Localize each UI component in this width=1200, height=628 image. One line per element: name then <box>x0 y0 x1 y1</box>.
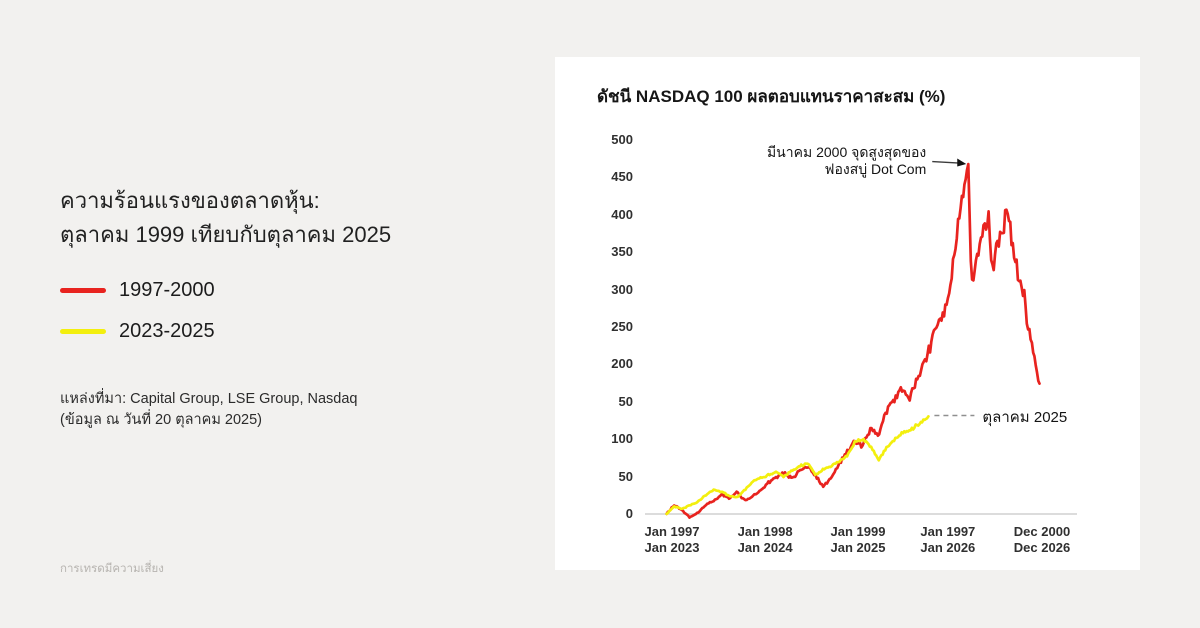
left-panel: ความร้อนแรงของตลาดหุ้น: ตุลาคม 1999 เทีย… <box>60 0 520 628</box>
legend-swatch-yellow <box>60 329 106 334</box>
page-title: ความร้อนแรงของตลาดหุ้น: ตุลาคม 1999 เทีย… <box>60 184 391 252</box>
line-chart-plot <box>645 158 1077 519</box>
legend-item-2023-2025: 2023-2025 <box>60 311 215 352</box>
page-title-line-2: ตุลาคม 1999 เทียบกับตุลาคม 2025 <box>60 222 392 247</box>
source-note: แหล่งที่มา: Capital Group, LSE Group, Na… <box>60 389 357 431</box>
annotation-october-2025: ตุลาคม 2025 <box>982 409 1068 427</box>
peak-arrow-line <box>932 160 960 164</box>
source-line-2: (ข้อมูล ณ วันที่ 20 ตุลาคม 2025) <box>60 412 263 428</box>
y-tick-label: 200 <box>611 356 633 372</box>
legend-label: 2023-2025 <box>119 320 215 342</box>
series-line-2023-2025 <box>665 415 930 516</box>
series-line-1997-2000 <box>665 162 1041 519</box>
legend: 1997-2000 2023-2025 <box>60 270 215 352</box>
y-tick-label: 400 <box>611 206 633 222</box>
chart-title: ดัชนี NASDAQ 100 ผลตอบแทนราคาสะสม (%) <box>597 87 946 106</box>
chart-card: ดัชนี NASDAQ 100 ผลตอบแทนราคาสะสม (%) 50… <box>555 57 1140 570</box>
x-tick-label: Jan 1997 Jan 2023 <box>644 524 700 555</box>
y-tick-label: 250 <box>611 319 633 334</box>
y-tick-label: 500 <box>611 132 633 147</box>
y-tick-label: 300 <box>611 281 633 297</box>
annotation-dotcom-peak-line-2: ฟองสบู่ Dot Com <box>824 161 927 178</box>
legend-label: 1997-2000 <box>119 279 215 301</box>
y-tick-label: 0 <box>625 506 633 521</box>
annotation-dotcom-peak-line-1: มีนาคม 2000 จุดสูงสุดของ <box>766 144 927 161</box>
risk-disclaimer: การเทรดมีความเสี่ยง <box>60 563 164 575</box>
x-tick-label: Jan 1999 Jan 2025 <box>830 524 886 555</box>
y-tick-label: 50 <box>618 468 633 484</box>
x-tick-label: Dec 2000 Dec 2026 <box>1013 524 1071 555</box>
peak-arrow-head <box>957 158 967 167</box>
y-tick-label: 100 <box>611 431 633 447</box>
annotation-dotcom-peak: มีนาคม 2000 จุดสูงสุดของ ฟองสบู่ Dot Com <box>767 144 926 178</box>
source-line-1: แหล่งที่มา: Capital Group, LSE Group, Na… <box>60 391 358 407</box>
x-tick-label: Jan 1997 Jan 2026 <box>920 524 976 555</box>
page-title-line-1: ความร้อนแรงของตลาดหุ้น: <box>60 188 320 213</box>
y-tick-label: 50 <box>618 393 633 409</box>
y-tick-label: 350 <box>611 244 633 260</box>
x-tick-label: Jan 1998 Jan 2024 <box>737 524 793 555</box>
legend-item-1997-2000: 1997-2000 <box>60 270 215 311</box>
y-tick-label: 450 <box>611 169 633 185</box>
legend-swatch-red <box>60 288 106 293</box>
